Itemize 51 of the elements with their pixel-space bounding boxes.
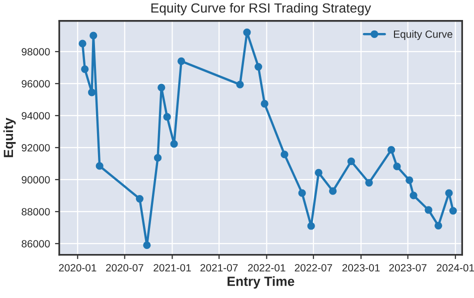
point (177, 57, 186, 65)
point (154, 154, 162, 162)
point (406, 176, 414, 184)
x-tick-label: 2022-01 (248, 264, 286, 272)
y-tick-label: 90000 (22, 176, 50, 184)
point (254, 62, 262, 71)
point (298, 189, 306, 197)
x-tick-label: 2020-07 (106, 264, 144, 272)
x-axis-title: Entry Time (228, 276, 294, 289)
point (163, 113, 171, 121)
point (307, 222, 315, 230)
point (424, 206, 432, 214)
point (78, 40, 86, 48)
x-tick-label: 2020-01 (59, 264, 96, 272)
point (158, 84, 166, 92)
point (449, 206, 457, 215)
point (236, 80, 244, 88)
y-tick-label: 96000 (22, 80, 50, 88)
x-tick-label: 2021-01 (154, 264, 191, 272)
point (387, 146, 396, 154)
y-tick-label: 92000 (22, 144, 50, 152)
point (445, 189, 453, 197)
point (243, 28, 251, 36)
y-tick-label: 88000 (22, 208, 50, 216)
point (393, 162, 401, 170)
point (314, 168, 322, 177)
point (347, 158, 356, 166)
point (280, 150, 288, 158)
point (143, 241, 151, 250)
point (434, 222, 442, 230)
chart-title: Equity Curve for RSI Trading Strategy (151, 2, 372, 16)
point (90, 32, 98, 40)
point (365, 178, 373, 187)
point (96, 162, 104, 170)
point (136, 194, 144, 203)
y-tick-label: 94000 (22, 112, 50, 120)
y-tick-label: 86000 (22, 240, 50, 248)
legend-label: Equity Curve (394, 30, 452, 40)
x-tick-label: 2024-01 (436, 264, 474, 272)
x-tick-label: 2023-07 (389, 264, 426, 272)
point (88, 88, 96, 96)
y-axis-title: Equity (3, 118, 16, 158)
x-tick-label: 2022-07 (294, 264, 332, 272)
point (170, 140, 178, 148)
point (81, 65, 89, 73)
x-tick-label: 2021-07 (200, 264, 238, 272)
point (260, 100, 268, 108)
point (329, 187, 337, 195)
y-tick-label: 98000 (22, 48, 50, 56)
x-tick-label: 2023-01 (342, 264, 380, 272)
point (410, 192, 418, 200)
